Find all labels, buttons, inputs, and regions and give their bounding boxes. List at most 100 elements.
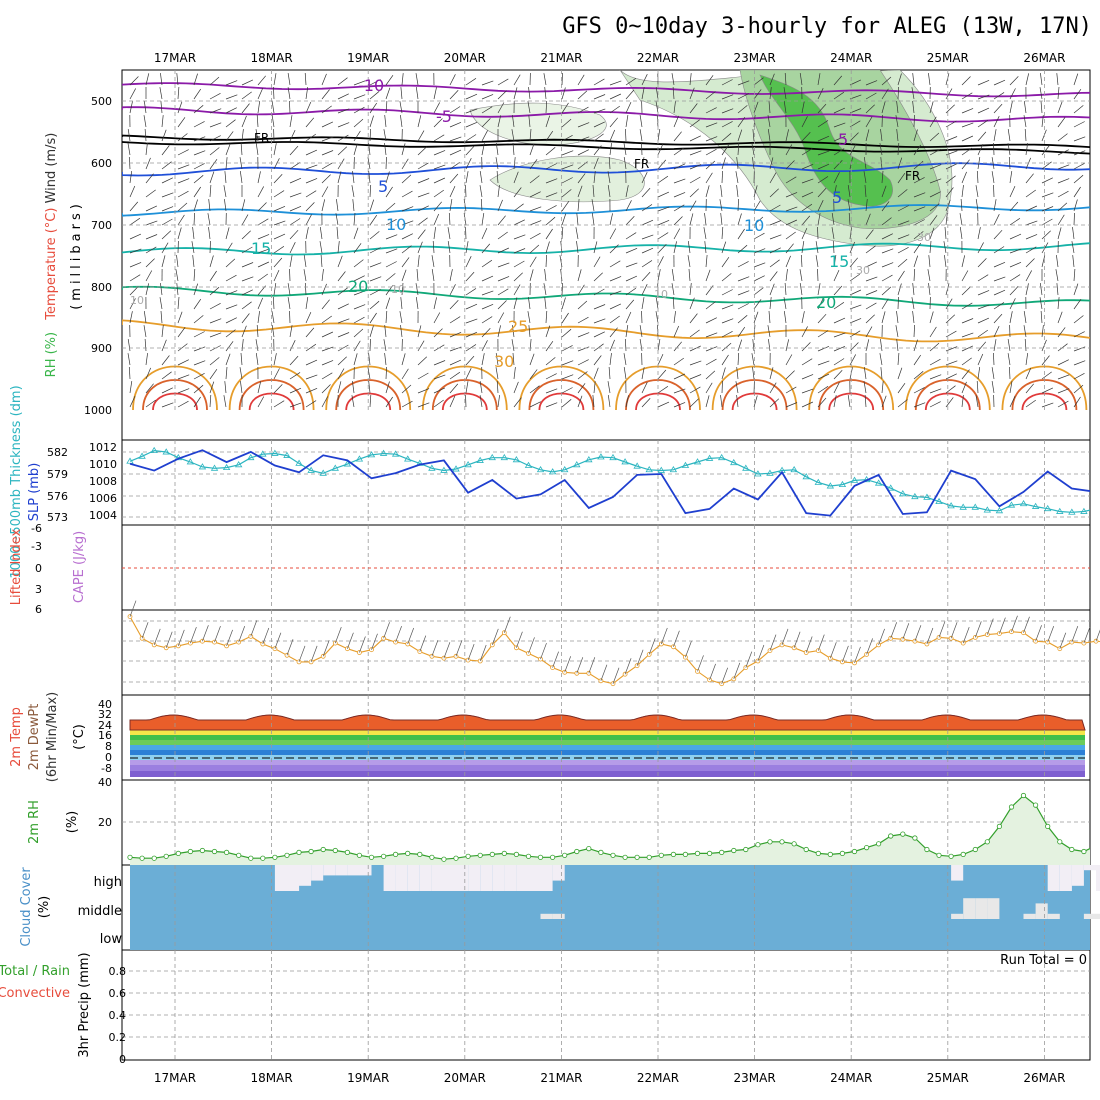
wind-barb — [737, 116, 746, 128]
wind-barb — [639, 325, 643, 338]
wind-barb — [289, 129, 296, 142]
wind-barb — [385, 261, 397, 268]
cloud-level-high: high — [94, 875, 122, 890]
wind-barb — [433, 360, 446, 366]
thickness-point — [874, 479, 883, 486]
wind-barb — [657, 369, 667, 380]
thickness-point — [1007, 501, 1016, 508]
cloud-high-block — [287, 865, 300, 891]
wind-barb — [783, 87, 787, 100]
wind-barb — [1025, 234, 1038, 240]
wind-barb — [1057, 117, 1066, 128]
wind-barb — [785, 160, 795, 170]
cape-ylabel-left: Lifted Index — [9, 528, 24, 605]
wind-barb — [384, 115, 387, 128]
wind-barb — [913, 371, 924, 380]
wind10m-barb — [926, 627, 934, 645]
label-temp-15b: 15 — [829, 252, 849, 271]
wind-barb — [1040, 73, 1043, 86]
wind-barb — [289, 177, 302, 184]
wind-barb — [545, 115, 551, 128]
wind-barb — [417, 372, 429, 380]
upper-air-panel: -10 -5 FR FR FR 5 5 5 10 10 15 15 20 20 … — [44, 70, 1090, 417]
wind-barb — [433, 87, 437, 100]
wind-barb — [625, 101, 632, 114]
rh-point — [332, 847, 338, 854]
li-tick-6: 6 — [35, 603, 42, 616]
wind-barb — [721, 330, 733, 338]
wind-barb — [1057, 311, 1063, 324]
wind-barb — [817, 345, 830, 352]
wind-barb — [449, 371, 461, 380]
wind-barb — [209, 147, 220, 156]
label-temp-15a: 15 — [251, 239, 271, 258]
wind-barb — [849, 144, 857, 156]
wind-barb — [193, 331, 205, 338]
wind-barb — [545, 310, 548, 324]
wind-barb — [385, 186, 393, 198]
wind-barb — [481, 106, 493, 114]
wind-barb — [1039, 283, 1043, 296]
wind-barb — [657, 129, 661, 142]
wind-barb — [737, 129, 743, 142]
wind-barb — [641, 247, 654, 254]
upper-ylabel-units: (millibars) — [69, 200, 84, 310]
wind-barb — [593, 272, 603, 282]
date-bottom-label: 19MAR — [347, 1071, 389, 1085]
wind-barb — [737, 142, 740, 156]
wind-barb — [385, 74, 394, 86]
wind-barb — [129, 381, 133, 394]
wind-barb — [257, 297, 264, 310]
wind10m-barb — [347, 632, 354, 649]
wind-barb — [271, 325, 275, 338]
wind-barb — [1040, 100, 1043, 114]
wind-barb — [593, 304, 606, 310]
wind-barb — [961, 395, 964, 408]
label-temp-30: 30 — [494, 352, 514, 371]
rh-point — [863, 844, 870, 851]
wind-barb — [833, 285, 843, 296]
wind-barb — [768, 100, 771, 114]
wind-barb — [928, 283, 931, 296]
wind-barb — [353, 130, 361, 142]
wind10m-barb — [165, 631, 173, 648]
thickness-point — [790, 465, 798, 473]
thickness-point — [573, 461, 581, 468]
wind-barb — [559, 255, 563, 268]
wind-barb — [176, 73, 179, 86]
wind-barb — [785, 370, 795, 380]
temp-outline — [129, 714, 1086, 731]
wind-barb — [977, 367, 981, 380]
wind10m-barb — [890, 622, 898, 639]
wind-barb — [991, 381, 995, 394]
cloud-level-low: low — [100, 932, 123, 947]
rh-point — [175, 850, 181, 857]
wind-barb — [417, 340, 425, 352]
rh-yticks: 40 20 — [98, 776, 112, 829]
wind-barb — [145, 367, 152, 380]
upper-ylabel-wind: Wind (m/s) — [44, 133, 59, 204]
wind-barb — [273, 384, 283, 394]
wind-barb — [479, 395, 483, 408]
thickness-point — [730, 458, 738, 466]
wind-barb — [145, 353, 148, 366]
wind-barb — [657, 206, 670, 212]
thickness-point — [1019, 499, 1028, 507]
cloud-mid-block — [540, 913, 553, 919]
wind-barb — [529, 232, 541, 240]
wind-barb — [257, 248, 270, 254]
wind-barb — [1041, 371, 1052, 380]
wind-barb — [833, 75, 843, 86]
wind-barb — [401, 368, 409, 380]
wind-barb — [720, 213, 723, 226]
wind-barb — [977, 258, 987, 268]
wind-barb — [655, 297, 659, 310]
wind-barb — [609, 105, 621, 114]
precipGrid-lines — [122, 950, 1090, 1060]
wind-barb — [769, 188, 779, 198]
cloud-high-block — [552, 865, 565, 881]
rh-shading — [759, 74, 893, 207]
wind-barb — [737, 198, 739, 212]
wind-barb — [545, 325, 551, 338]
rh-point — [380, 853, 387, 859]
